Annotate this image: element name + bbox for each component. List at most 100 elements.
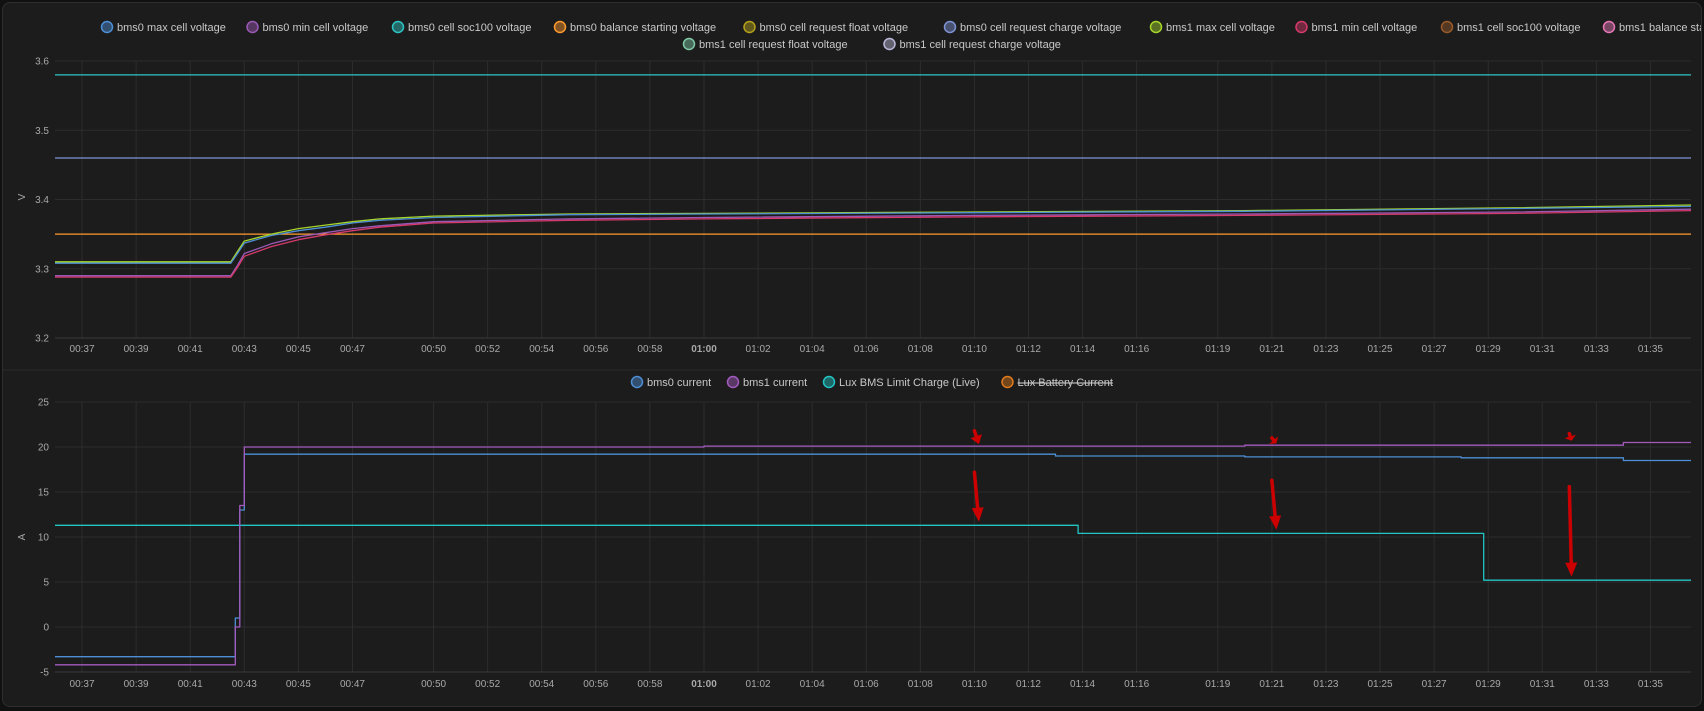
x-tick-label: 01:35 (1638, 679, 1663, 690)
x-tick-label: 00:56 (583, 344, 608, 355)
x-tick-label: 00:47 (340, 344, 365, 355)
x-tick-label: 01:35 (1638, 344, 1663, 355)
y-tick-label: 3.4 (35, 195, 49, 206)
annotation-arrow-head (1565, 562, 1578, 577)
y-tick-label: 5 (43, 578, 49, 589)
legend-item[interactable]: bms1 balance starting voltage (1602, 20, 1704, 35)
y-tick-label: 10 (38, 533, 50, 544)
x-tick-label: 01:06 (854, 679, 879, 690)
x-tick-label: 01:16 (1124, 344, 1149, 355)
x-tick-label: 00:50 (421, 679, 446, 690)
x-tick-label: 01:00 (691, 679, 717, 690)
annotation-arrow-shaft (1270, 478, 1277, 518)
legend-label: bms1 cell soc100 voltage (1457, 22, 1581, 34)
legend-swatch-icon (883, 37, 896, 51)
legend-item[interactable]: bms0 balance starting voltage (553, 20, 717, 35)
x-tick-label: 01:00 (691, 344, 717, 355)
x-tick-label: 00:45 (286, 344, 311, 355)
voltage-grid (55, 60, 1691, 339)
legend-label: bms0 current (647, 377, 711, 389)
x-tick-label: 01:27 (1422, 344, 1447, 355)
y-tick-label: 3.5 (35, 126, 49, 137)
legend-swatch-icon (743, 20, 756, 34)
legend-swatch-icon (1440, 20, 1454, 34)
x-tick-label: 00:52 (475, 679, 500, 690)
x-tick-label: 01:21 (1259, 344, 1284, 355)
x-tick-label: 00:58 (637, 679, 662, 690)
charts-svg: bms0 max cell voltage bms0 min cell volta… (3, 20, 1704, 690)
legend-label: bms0 min cell voltage (263, 22, 369, 34)
legend-item[interactable]: bms0 cell request float voltage (743, 20, 908, 35)
legend-item[interactable]: Lux Battery Current (1001, 375, 1113, 390)
y-tick-label: 15 (38, 488, 50, 499)
y-tick-label: 3.2 (35, 334, 49, 345)
annotation-arrow-head (1564, 434, 1576, 441)
x-tick-label: 01:29 (1476, 679, 1501, 690)
x-tick-label: 01:21 (1259, 679, 1284, 690)
legend-swatch-icon (100, 20, 114, 34)
legend-swatch-icon (1001, 375, 1014, 389)
series-line-bms0-min-cell-voltage (55, 208, 1692, 277)
x-tick-label: 01:08 (908, 679, 933, 690)
legend-item[interactable]: bms0 cell request charge voltage (943, 20, 1122, 35)
x-tick-label: 01:12 (1016, 344, 1041, 355)
voltage-legend: bms0 max cell voltage bms0 min cell volta… (100, 20, 1704, 52)
x-tick-label: 00:45 (286, 679, 311, 690)
annotation-arrow-shaft (1567, 484, 1573, 565)
current-y-axis-label: A (17, 533, 28, 540)
x-tick-label: 00:43 (232, 679, 257, 690)
x-tick-label: 01:33 (1584, 344, 1609, 355)
x-tick-label: 00:54 (529, 679, 554, 690)
series-line-bms1-max-cell-voltage (55, 204, 1692, 263)
x-tick-label: 00:39 (124, 679, 149, 690)
legend-label: bms1 max cell voltage (1166, 22, 1275, 34)
legend-swatch-icon (682, 37, 696, 51)
voltage-y-axis: 3.2 3.3 3.4 3.5 3.6 (35, 57, 49, 345)
legend-swatch-icon (943, 20, 957, 34)
x-tick-label: 00:43 (232, 344, 257, 355)
legend-swatch-icon (1602, 20, 1616, 34)
legend-item[interactable]: bms1 cell soc100 voltage (1440, 20, 1581, 35)
x-tick-label: 01:19 (1205, 344, 1230, 355)
legend-label: bms0 balance starting voltage (570, 22, 716, 34)
legend-label: bms0 cell soc100 voltage (408, 22, 532, 34)
x-tick-label: 00:41 (178, 344, 203, 355)
legend-item[interactable]: Lux BMS Limit Charge (Live) (822, 375, 980, 390)
x-tick-label: 01:25 (1368, 344, 1393, 355)
x-tick-label: 00:50 (421, 344, 446, 355)
legend-label: bms0 cell request charge voltage (960, 22, 1121, 34)
voltage-y-axis-label: V (17, 193, 28, 200)
annotation-arrows (970, 429, 1578, 577)
x-tick-label: 00:56 (583, 679, 608, 690)
annotation-arrow-shaft (972, 470, 980, 510)
x-tick-label: 01:04 (800, 679, 825, 690)
legend-item[interactable]: bms0 current (630, 375, 712, 390)
x-tick-label: 01:10 (962, 344, 987, 355)
y-tick-label: -5 (40, 668, 49, 679)
legend-item[interactable]: bms1 cell request charge voltage (883, 37, 1061, 52)
legend-swatch-icon (1295, 20, 1308, 34)
legend-item[interactable]: bms0 min cell voltage (246, 20, 369, 35)
y-tick-label: 0 (43, 623, 49, 634)
current-series (55, 441, 1691, 666)
series-line-bms0-max-cell-voltage (55, 205, 1692, 264)
legend-item[interactable]: bms1 min cell voltage (1295, 20, 1417, 35)
legend-item[interactable]: bms0 cell soc100 voltage (391, 20, 532, 35)
legend-label: bms1 current (743, 377, 807, 389)
legend-item[interactable]: bms0 max cell voltage (100, 20, 226, 35)
x-tick-label: 00:52 (475, 344, 500, 355)
x-tick-label: 01:08 (908, 344, 933, 355)
legend-item[interactable]: bms1 cell request float voltage (682, 37, 848, 52)
x-tick-label: 01:14 (1070, 679, 1095, 690)
legend-item[interactable]: bms1 max cell voltage (1149, 20, 1275, 35)
x-tick-label: 01:19 (1205, 679, 1230, 690)
x-tick-label: 01:06 (854, 344, 879, 355)
x-tick-label: 01:02 (746, 679, 771, 690)
legend-swatch-icon (726, 375, 740, 389)
y-tick-label: 3.3 (35, 264, 49, 275)
annotation-arrow-head (1269, 436, 1279, 445)
legend-item[interactable]: bms1 current (726, 375, 808, 390)
legend-swatch-icon (630, 375, 644, 389)
voltage-chart: bms0 max cell voltage bms0 min cell volta… (17, 20, 1704, 355)
current-y-axis: -5 0 5 10 15 20 25 (38, 398, 50, 679)
